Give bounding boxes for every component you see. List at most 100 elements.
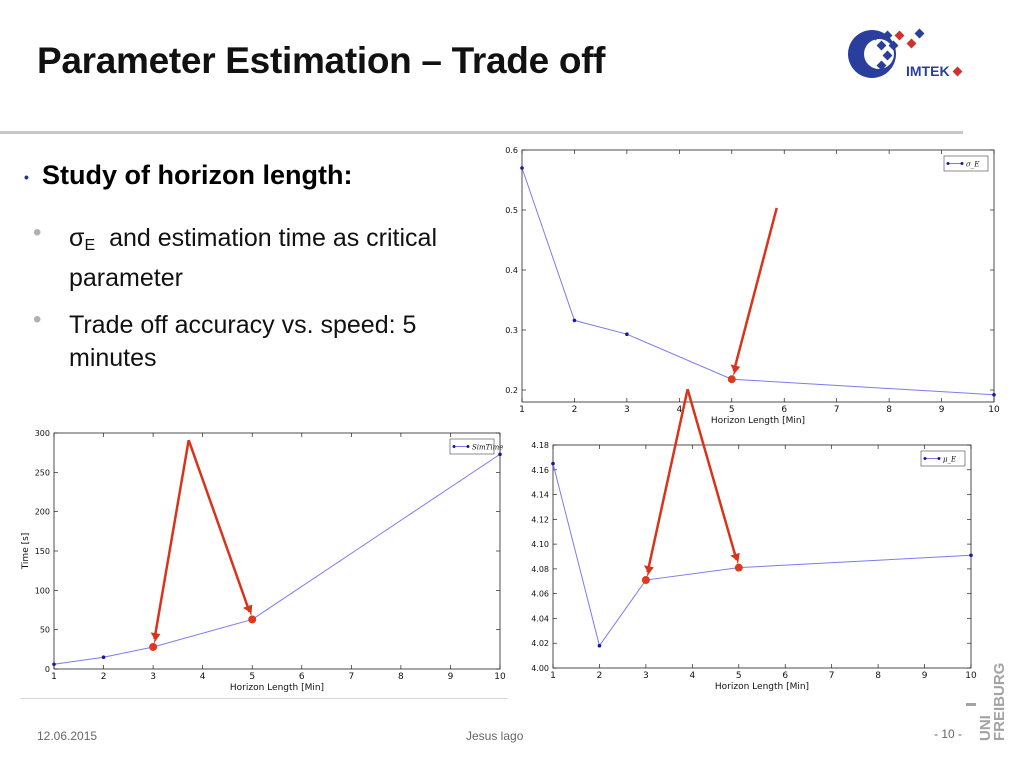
x-tick-label: 10 bbox=[965, 671, 977, 681]
x-tick-label: 5 bbox=[729, 405, 735, 415]
annotation-arrow-head bbox=[730, 552, 740, 565]
highlight-point bbox=[149, 642, 158, 651]
data-point bbox=[992, 393, 996, 397]
chart-simtime: 1 2 3 4 5 6 7 8 9 10 0 50 100 150 200 250 300 Horizon Len… bbox=[14, 425, 514, 695]
y-tick-label: 250 bbox=[35, 468, 50, 477]
x-tick-label: 10 bbox=[988, 405, 1000, 415]
x-tick-label: 6 bbox=[299, 672, 305, 682]
y-tick-label: 150 bbox=[35, 547, 50, 556]
bullet-dot: • bbox=[24, 169, 29, 185]
legend-marker bbox=[923, 457, 927, 460]
x-tick-label: 3 bbox=[643, 671, 649, 681]
y-tick-label: 4.16 bbox=[531, 466, 549, 475]
chart-sigma-svg: 1 2 3 4 5 6 7 8 9 10 0.2 0.3 0.4 0.5 0.6 Horizon Length… bbox=[505, 146, 1000, 426]
sigma-symbol: σ bbox=[69, 224, 85, 252]
bottom-divider bbox=[20, 698, 508, 699]
x-tick-label: 8 bbox=[886, 405, 892, 415]
footer-page-number: - 10 - bbox=[934, 727, 963, 741]
legend-box bbox=[943, 155, 989, 172]
data-point bbox=[520, 166, 524, 170]
x-tick-label: 6 bbox=[781, 405, 787, 415]
annotation-arrow bbox=[646, 388, 689, 573]
y-tick-label: 200 bbox=[35, 508, 50, 517]
sub-bullet-tradeoff: • Trade off accuracy vs. speed: 5 minute… bbox=[33, 306, 473, 375]
legend-marker bbox=[946, 162, 950, 165]
highlight-point bbox=[641, 576, 650, 585]
x-tick-label: 10 bbox=[494, 672, 506, 682]
y-tick-label: 0.4 bbox=[505, 266, 518, 275]
legend-label: μ_E bbox=[943, 456, 956, 464]
annotation-arrow-head bbox=[730, 364, 741, 377]
chart-sigma: 1 2 3 4 5 6 7 8 9 10 0.2 0.3 0.4 0.5 0.6 Horizon Length… bbox=[482, 140, 1012, 430]
y-tick-label: 4.14 bbox=[531, 491, 549, 500]
chart-mu: 1 2 3 4 5 6 7 8 9 10 4.00 4.02 4.04 4.06 4.08 4.10 4.12 4… bbox=[510, 388, 980, 692]
y-tick-label: 4.12 bbox=[531, 515, 549, 524]
x-tick-label: 2 bbox=[572, 405, 578, 415]
imtek-logo: IMTEK bbox=[848, 28, 963, 79]
legend-marker bbox=[937, 457, 941, 460]
x-tick-label: 2 bbox=[597, 671, 603, 681]
legend-marker bbox=[452, 445, 456, 448]
data-point bbox=[101, 655, 106, 659]
y-tick-label: 0.3 bbox=[505, 326, 518, 335]
sub-bullet-sigma-text: and estimation time as critical paramete… bbox=[69, 224, 438, 292]
data-point bbox=[969, 553, 973, 558]
x-tick-label: 3 bbox=[624, 405, 630, 415]
y-axis-label: Time [s] bbox=[21, 533, 31, 571]
x-tick-label: 1 bbox=[550, 671, 556, 681]
slide-title: Parameter Estimation – Trade off bbox=[37, 40, 606, 81]
y-tick-label: 100 bbox=[35, 586, 50, 595]
annotation-arrow-head bbox=[242, 604, 253, 617]
x-tick-label: 3 bbox=[150, 672, 156, 682]
legend-box bbox=[449, 438, 495, 455]
data-point bbox=[52, 662, 56, 667]
x-tick-label: 4 bbox=[200, 672, 206, 682]
sub-bullet-tradeoff-text: Trade off accuracy vs. speed: 5 minutes bbox=[69, 311, 417, 372]
x-tick-label: 9 bbox=[448, 672, 454, 682]
x-tick-label: 2 bbox=[101, 672, 107, 682]
highlight-point bbox=[248, 615, 257, 624]
footer-author: Jesus lago bbox=[466, 729, 524, 743]
sub-bullet-dot: • bbox=[33, 219, 42, 246]
bullet-main: • Study of horizon length: bbox=[24, 160, 352, 191]
chart-mu-svg: 1 2 3 4 5 6 7 8 9 10 4.00 4.02 4.04 4.06 4.08 4.10 4.12 4… bbox=[531, 388, 977, 692]
x-tick-label: 7 bbox=[834, 405, 840, 415]
legend-label: σ_E bbox=[966, 161, 979, 169]
x-tick-label: 4 bbox=[689, 671, 695, 681]
sigma-subscript: E bbox=[84, 237, 96, 254]
footer-date: 12.06.2015 bbox=[37, 729, 98, 743]
annotation-arrow-head bbox=[643, 565, 654, 578]
uni-logo-line2: FREIBURG bbox=[991, 663, 1006, 741]
y-tick-label: 0.2 bbox=[505, 386, 518, 395]
uni-freiburg-logo: UNI FREIBURG bbox=[966, 663, 1006, 741]
y-tick-label: 4.00 bbox=[531, 664, 549, 673]
x-tick-label: 9 bbox=[922, 671, 928, 681]
plot-frame bbox=[53, 432, 501, 670]
legend-box bbox=[920, 450, 966, 467]
y-tick-label: 4.06 bbox=[531, 590, 549, 599]
x-axis-label: Horizon Length [Min] bbox=[715, 682, 809, 692]
plot-frame bbox=[552, 444, 972, 669]
y-tick-label: 4.10 bbox=[531, 540, 549, 549]
x-tick-label: 7 bbox=[829, 671, 835, 681]
data-point bbox=[572, 318, 577, 323]
annotation-arrow bbox=[153, 439, 190, 640]
highlight-point bbox=[734, 563, 743, 572]
y-tick-label: 0.5 bbox=[505, 206, 518, 215]
x-tick-label: 8 bbox=[398, 672, 404, 682]
y-tick-label: 4.18 bbox=[531, 441, 549, 450]
data-point bbox=[597, 643, 602, 648]
x-tick-label: 5 bbox=[249, 672, 255, 682]
x-tick-label: 1 bbox=[51, 672, 57, 682]
data-point bbox=[498, 452, 502, 457]
legend-label: SimTime bbox=[472, 444, 503, 452]
x-axis-label: Horizon Length [Min] bbox=[711, 416, 805, 426]
x-tick-label: 9 bbox=[939, 405, 945, 415]
sub-bullet-sigma: • σE and estimation time as critical para… bbox=[33, 219, 473, 295]
annotation-arrow bbox=[732, 207, 778, 372]
annotation-arrow bbox=[187, 439, 251, 613]
imtek-logo-text: IMTEK bbox=[906, 63, 950, 79]
y-tick-label: 4.02 bbox=[531, 639, 549, 648]
x-tick-label: 6 bbox=[782, 671, 788, 681]
y-tick-label: 0 bbox=[45, 665, 50, 674]
